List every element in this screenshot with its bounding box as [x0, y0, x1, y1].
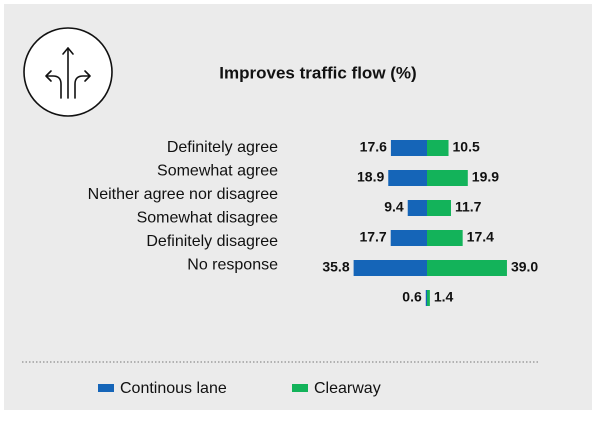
value-label: 19.9 [472, 169, 499, 185]
value-label: 18.9 [357, 169, 384, 185]
value-label: 39.0 [511, 259, 538, 275]
icon [23, 27, 113, 117]
bar [427, 170, 468, 186]
bar [427, 260, 507, 276]
value-label: 0.6 [402, 289, 422, 305]
category-label: No response [187, 257, 278, 274]
legend-label: Clearway [314, 380, 381, 397]
category-label: Somewhat disagree [137, 210, 279, 227]
value-label: 17.6 [360, 139, 387, 155]
category-label: Definitely agree [167, 139, 278, 156]
category-label: Somewhat agree [157, 163, 278, 180]
bar [390, 140, 427, 156]
bar [427, 230, 463, 246]
bar [390, 230, 427, 246]
bar [427, 290, 430, 306]
legend-label: Continous lane [120, 380, 227, 397]
category-label: Neither agree nor disagree [88, 186, 278, 203]
value-label: 1.4 [434, 289, 454, 305]
bar [425, 290, 427, 306]
bar [353, 260, 427, 276]
value-label: 17.7 [359, 229, 386, 245]
bar [427, 140, 449, 156]
legend-swatch [292, 384, 308, 392]
chart-title: Improves traffic flow (%) [219, 63, 416, 82]
value-label: 10.5 [453, 139, 480, 155]
bar [427, 200, 451, 216]
value-label: 11.7 [455, 199, 482, 215]
legend-swatch [98, 384, 114, 392]
value-label: 9.4 [384, 199, 404, 215]
bar [407, 200, 427, 216]
category-label: Definitely disagree [146, 233, 278, 250]
bar [388, 170, 427, 186]
value-label: 17.4 [467, 229, 494, 245]
value-label: 35.8 [322, 259, 349, 275]
